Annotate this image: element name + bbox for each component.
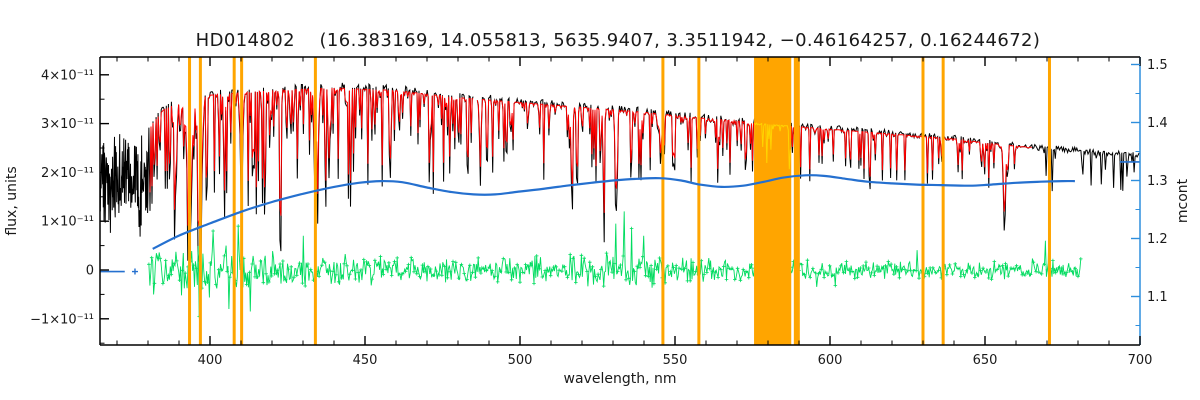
x-axis-label: wavelength, nm (564, 371, 677, 387)
x-tick-label: 500 (508, 353, 533, 368)
masked-fit-series (754, 122, 791, 170)
series-layer (100, 57, 1140, 345)
fitted-spectrum-series (149, 86, 1032, 226)
x-tick-label: 450 (353, 353, 378, 368)
flux-tick-label: −1×10⁻¹¹ (30, 312, 94, 327)
y-axis-label-mcont: mcont (1175, 178, 1191, 223)
plot-content: 400 450 500 550 600 650 700 4×10⁻¹¹ 3×10⁻¹¹ 2×10⁻… (30, 56, 1168, 368)
axes: 400 450 500 550 600 650 700 4×10⁻¹¹ 3×10⁻¹¹ 2×10⁻… (30, 56, 1168, 368)
flux-tick-label: 1×10⁻¹¹ (41, 215, 94, 230)
y-axis-label-flux: flux, units (4, 166, 20, 235)
mcont-curve (152, 174, 1075, 250)
mcont-tick-label: 1.2 (1147, 232, 1168, 247)
flux-tick-label: 3×10⁻¹¹ (41, 117, 94, 132)
x-tick-label: 700 (1128, 353, 1153, 368)
x-tick-label: 650 (973, 353, 998, 368)
mcont-tick-label: 1.5 (1147, 58, 1168, 73)
mcont-tick-label: 1.4 (1147, 116, 1168, 131)
mcont-tick-label: 1.3 (1147, 174, 1168, 189)
plot-title: HD014802 (16.383169, 14.055813, 5635.940… (196, 30, 1041, 51)
x-tick-label: 600 (818, 353, 843, 368)
flux-tick-label: 0 (86, 264, 94, 279)
mcont-marker (131, 268, 138, 275)
flux-tick-label: 2×10⁻¹¹ (41, 166, 94, 181)
flux-tick-label: 4×10⁻¹¹ (41, 68, 94, 83)
mcont-tick-label: 1.1 (1147, 290, 1168, 305)
mask-band (754, 57, 792, 345)
x-tick-label: 550 (663, 353, 688, 368)
x-tick-label: 400 (198, 353, 223, 368)
